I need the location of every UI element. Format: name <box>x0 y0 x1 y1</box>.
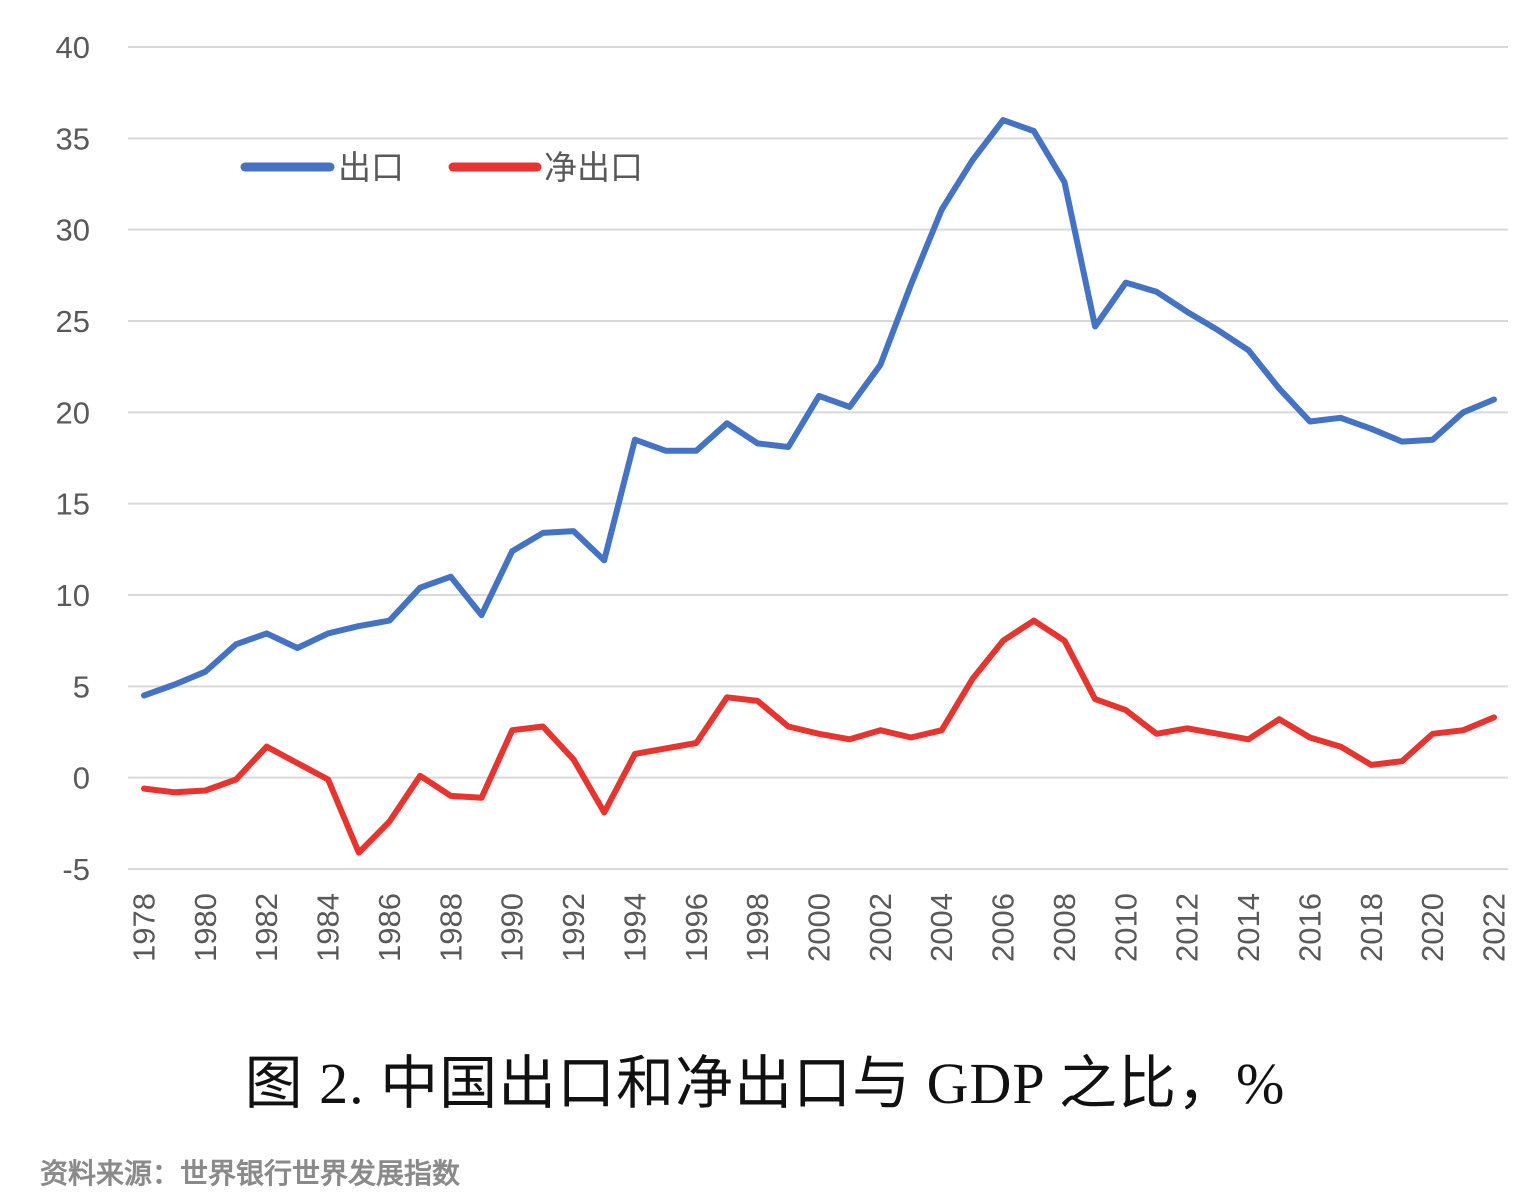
y-axis-ticks: -5 0 5 10 15 20 25 30 35 40 <box>56 30 90 887</box>
gridlines <box>128 46 1508 870</box>
source-note: 资料来源：世界银行世界发展指数 <box>40 1157 461 1190</box>
x-tick-label: 2020 <box>1415 893 1450 962</box>
x-tick-label: 2012 <box>1170 893 1205 962</box>
x-tick-label: 2010 <box>1108 893 1143 962</box>
x-tick-label: 1990 <box>495 893 530 962</box>
series-line-net-exports <box>141 617 1497 856</box>
y-tick-label: 0 <box>73 761 90 796</box>
figure-caption: 图 2. 中国出口和净出口与 GDP 之比，% <box>244 1051 1286 1116</box>
legend-label-net-exports: 净出口 <box>544 150 643 187</box>
x-tick-label: 1996 <box>679 893 714 962</box>
y-tick-label: 10 <box>56 578 90 613</box>
series-lines <box>141 117 1497 856</box>
x-tick-label: 1988 <box>433 893 468 962</box>
series-line-exports <box>141 117 1497 699</box>
x-tick-label: 2006 <box>986 893 1021 962</box>
x-axis-ticks: 1978 1980 1982 1984 1986 1988 1990 1992 1994 1996… <box>127 893 1512 962</box>
y-tick-label: -5 <box>62 852 90 887</box>
x-tick-label: 1998 <box>740 893 775 962</box>
x-tick-label: 2000 <box>802 893 837 962</box>
x-tick-label: 2018 <box>1354 893 1389 962</box>
x-tick-label: 1986 <box>372 893 407 962</box>
x-tick-label: 2004 <box>924 893 959 962</box>
y-tick-label: 40 <box>56 30 90 65</box>
x-tick-label: 1980 <box>188 893 223 962</box>
y-tick-label: 20 <box>56 395 90 430</box>
x-tick-label: 1978 <box>127 893 162 962</box>
x-tick-label: 2002 <box>863 893 898 962</box>
y-tick-label: 15 <box>56 487 90 522</box>
y-tick-label: 35 <box>56 121 90 156</box>
x-tick-label: 1992 <box>556 893 591 962</box>
legend: 出口 净出口 <box>240 150 643 187</box>
x-tick-label: 2008 <box>1047 893 1082 962</box>
x-tick-label: 1982 <box>249 893 284 962</box>
x-tick-label: 2016 <box>1292 893 1327 962</box>
x-tick-label: 2022 <box>1477 893 1512 962</box>
y-tick-label: 25 <box>56 304 90 339</box>
x-tick-label: 2014 <box>1231 893 1266 962</box>
y-tick-label: 5 <box>73 669 90 704</box>
x-tick-label: 1994 <box>617 893 652 962</box>
x-tick-label: 1984 <box>311 893 346 962</box>
legend-label-exports: 出口 <box>338 150 404 187</box>
y-tick-label: 30 <box>56 213 90 248</box>
